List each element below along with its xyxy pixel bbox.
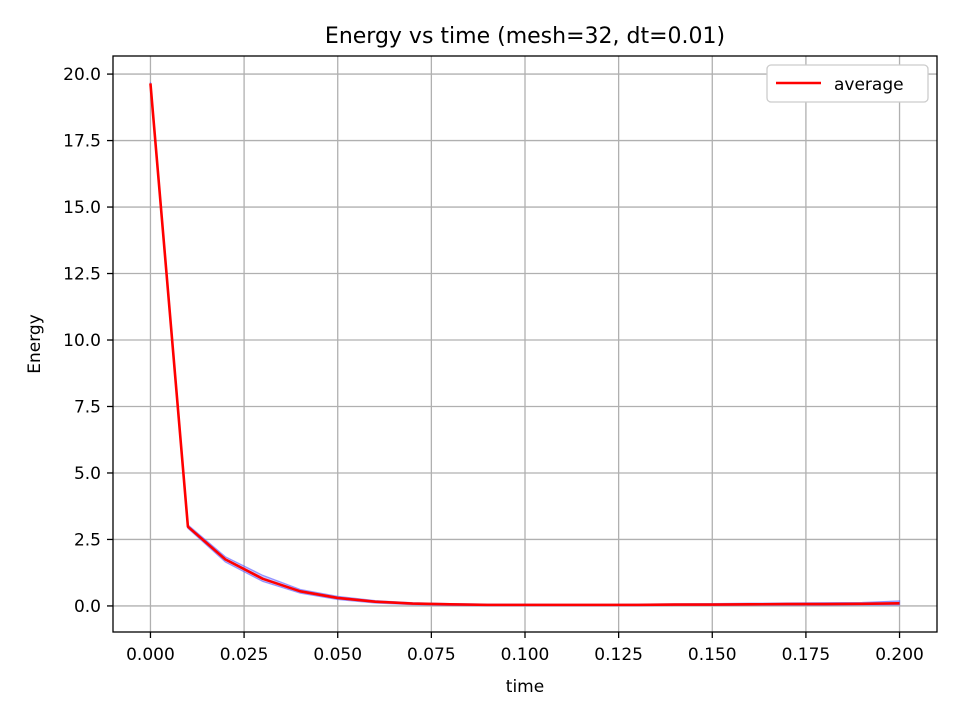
y-tick-label: 7.5 — [74, 397, 101, 417]
legend: average — [766, 64, 929, 103]
legend-label: average — [834, 75, 904, 95]
x-tick-label: 0.125 — [594, 645, 643, 665]
series-layer — [149, 83, 900, 607]
x-tick-label: 0.100 — [501, 645, 550, 665]
legend-box — [766, 64, 929, 103]
y-tick-label: 2.5 — [74, 530, 101, 550]
x-tick-label: 0.200 — [875, 645, 924, 665]
series-line-average — [149, 83, 900, 607]
y-tick-label: 0.0 — [74, 597, 101, 617]
y-tick-label: 20.0 — [63, 65, 101, 85]
y-tick-label: 17.5 — [63, 132, 101, 152]
grid — [113, 56, 937, 632]
y-tick-label: 5.0 — [74, 464, 101, 484]
x-tick-label: 0.050 — [313, 645, 362, 665]
y-tick-label: 12.5 — [63, 265, 101, 285]
y-axis-ticks: 0.0 2.5 5.0 7.5 10.0 12.5 15.0 17.5 20.0 — [63, 65, 113, 617]
x-tick-label: 0.150 — [688, 645, 737, 665]
y-tick-label: 15.0 — [63, 198, 101, 218]
y-axis-label: Energy — [25, 314, 45, 374]
x-tick-label: 0.025 — [220, 645, 269, 665]
x-axis-ticks: 0.000 0.025 0.050 0.075 0.100 0.125 0.150 0.175… — [126, 632, 924, 665]
x-tick-label: 0.175 — [782, 645, 831, 665]
chart-title: Energy vs time (mesh=32, dt=0.01) — [325, 24, 725, 49]
y-tick-label: 10.0 — [63, 331, 101, 351]
x-axis-label: time — [506, 677, 544, 697]
x-tick-label: 0.000 — [126, 645, 175, 665]
x-tick-label: 0.075 — [407, 645, 456, 665]
